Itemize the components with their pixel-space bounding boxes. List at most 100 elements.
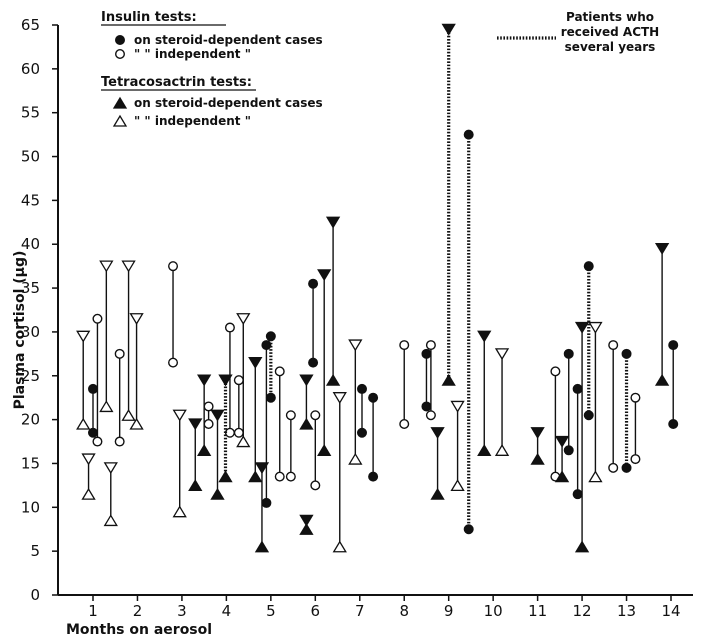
open-triangle-marker-high bbox=[236, 313, 251, 326]
x-tick-label: 5 bbox=[266, 602, 276, 620]
x-tick-label: 8 bbox=[399, 602, 409, 620]
filled-triangle-marker-low bbox=[317, 444, 332, 456]
filled-circle-marker-low bbox=[668, 419, 679, 430]
filled-triangle-marker-low bbox=[299, 522, 314, 535]
x-tick-label: 2 bbox=[133, 602, 143, 620]
filled-circle-marker-low bbox=[583, 410, 594, 421]
filled-circle-marker-high bbox=[572, 383, 583, 394]
open-triangle-marker-high bbox=[103, 462, 118, 475]
legend-filled-triangle-icon bbox=[112, 96, 128, 109]
filled-triangle-marker-low bbox=[299, 417, 314, 430]
legend-entry-label: on steroid-dependent cases bbox=[134, 96, 323, 110]
filled-triangle-marker-low bbox=[188, 479, 203, 492]
open-circle-marker-low bbox=[399, 419, 410, 430]
x-ticks: 1 2 3 4 5 6 7 8 9 10 11 12 13 14 bbox=[88, 595, 681, 620]
y-tick-label: 60 bbox=[21, 60, 40, 78]
open-circle-marker-high bbox=[310, 410, 321, 421]
x-tick-label: 3 bbox=[177, 602, 187, 620]
open-triangle-marker-high bbox=[450, 400, 465, 413]
x-axis-title: Months on aerosol bbox=[66, 622, 212, 638]
y-tick-label: 30 bbox=[21, 323, 40, 341]
open-triangle-marker-high bbox=[494, 348, 510, 361]
filled-triangle-marker-low bbox=[477, 444, 492, 456]
legend-entry-label: on steroid-dependent cases bbox=[134, 33, 323, 47]
legend-entry-label: " " independent " bbox=[134, 47, 251, 61]
x-tick-label: 9 bbox=[444, 602, 454, 620]
y-tick-label: 55 bbox=[21, 104, 40, 122]
filled-circle-marker-high bbox=[621, 348, 632, 359]
filled-triangle-marker-low bbox=[248, 470, 263, 483]
filled-circle-marker-high bbox=[563, 348, 574, 359]
open-triangle-marker-low bbox=[76, 417, 91, 430]
open-triangle-marker-low bbox=[332, 540, 347, 553]
filled-triangle-marker-high bbox=[430, 427, 445, 440]
open-triangle-marker-high bbox=[121, 260, 136, 273]
open-circle-marker-low bbox=[233, 427, 244, 438]
filled-triangle-marker-low bbox=[210, 487, 225, 500]
filled-triangle-marker-low bbox=[430, 487, 445, 500]
y-tick-label: 0 bbox=[30, 586, 40, 604]
open-circle-marker-high bbox=[224, 322, 235, 333]
open-triangle-marker-low bbox=[81, 487, 96, 500]
filled-triangle-marker-high bbox=[218, 374, 233, 387]
open-circle-marker-low bbox=[114, 436, 125, 447]
filled-circle-marker-low bbox=[265, 392, 276, 403]
filled-circle-marker-low bbox=[621, 462, 632, 473]
open-circle-marker-high bbox=[399, 340, 410, 351]
open-circle-marker-low bbox=[92, 436, 103, 447]
filled-circle-marker-low bbox=[421, 401, 432, 412]
open-circle-marker-high bbox=[233, 375, 244, 386]
series-filled-circle bbox=[87, 129, 679, 535]
filled-triangle-marker-low bbox=[554, 470, 570, 483]
y-tick-label: 45 bbox=[21, 191, 40, 209]
filled-triangle-marker-low bbox=[574, 540, 590, 553]
x-tick-label: 13 bbox=[617, 602, 636, 620]
filled-circle-marker-high bbox=[356, 383, 367, 394]
legend: Insulin tests: on steroid-dependent cases… bbox=[101, 10, 659, 128]
filled-circle-marker-high bbox=[368, 392, 379, 403]
filled-circle-marker-high bbox=[668, 340, 679, 351]
x-tick-label: 1 bbox=[88, 602, 98, 620]
open-triangle-marker-high bbox=[81, 453, 96, 466]
filled-triangle-marker-high bbox=[197, 374, 212, 387]
filled-circle-marker-high bbox=[463, 129, 474, 140]
filled-circle-marker-low bbox=[463, 524, 474, 535]
open-triangle-marker-high bbox=[588, 321, 603, 334]
open-circle-marker-low bbox=[203, 419, 214, 430]
filled-triangle-marker-low bbox=[197, 444, 212, 456]
open-triangle-marker-low bbox=[103, 514, 118, 527]
filled-circle-marker-high bbox=[261, 340, 272, 351]
open-triangle-marker-low bbox=[121, 408, 136, 421]
y-tick-label: 65 bbox=[21, 16, 40, 34]
open-triangle-marker-low bbox=[236, 435, 251, 448]
filled-triangle-marker-high bbox=[299, 374, 314, 387]
series-open-circle bbox=[92, 261, 641, 491]
legend-dotted-line-label: Patients who bbox=[566, 10, 654, 24]
x-tick-label: 10 bbox=[484, 602, 503, 620]
open-circle-marker-low bbox=[630, 454, 641, 465]
filled-triangle-marker-high bbox=[317, 269, 332, 282]
x-tick-label: 12 bbox=[573, 602, 592, 620]
filled-triangle-marker-high bbox=[554, 435, 570, 448]
filled-circle-marker-high bbox=[265, 331, 276, 342]
y-tick-label: 20 bbox=[21, 411, 40, 429]
open-triangle-marker-high bbox=[332, 392, 347, 404]
open-triangle-marker-high bbox=[129, 313, 144, 326]
filled-triangle-marker-low bbox=[654, 373, 670, 386]
open-circle-marker-high bbox=[550, 366, 561, 377]
open-circle-marker-low bbox=[285, 471, 296, 482]
y-tick-label: 10 bbox=[21, 498, 40, 516]
filled-circle-marker-low bbox=[368, 471, 379, 482]
filled-triangle-marker-low bbox=[530, 452, 545, 465]
filled-circle-marker-low bbox=[261, 497, 272, 508]
filled-circle-marker-low bbox=[572, 489, 583, 500]
legend-open-circle-icon bbox=[114, 49, 125, 60]
open-circle-marker-high bbox=[168, 261, 179, 272]
filled-circle-marker-low bbox=[87, 427, 98, 438]
x-tick-label: 6 bbox=[311, 602, 321, 620]
open-triangle-marker-low bbox=[129, 417, 144, 430]
open-circle-marker-high bbox=[285, 410, 296, 421]
filled-circle-marker-low bbox=[356, 427, 367, 438]
filled-triangle-marker-high bbox=[477, 330, 492, 343]
open-circle-marker-high bbox=[608, 340, 619, 351]
